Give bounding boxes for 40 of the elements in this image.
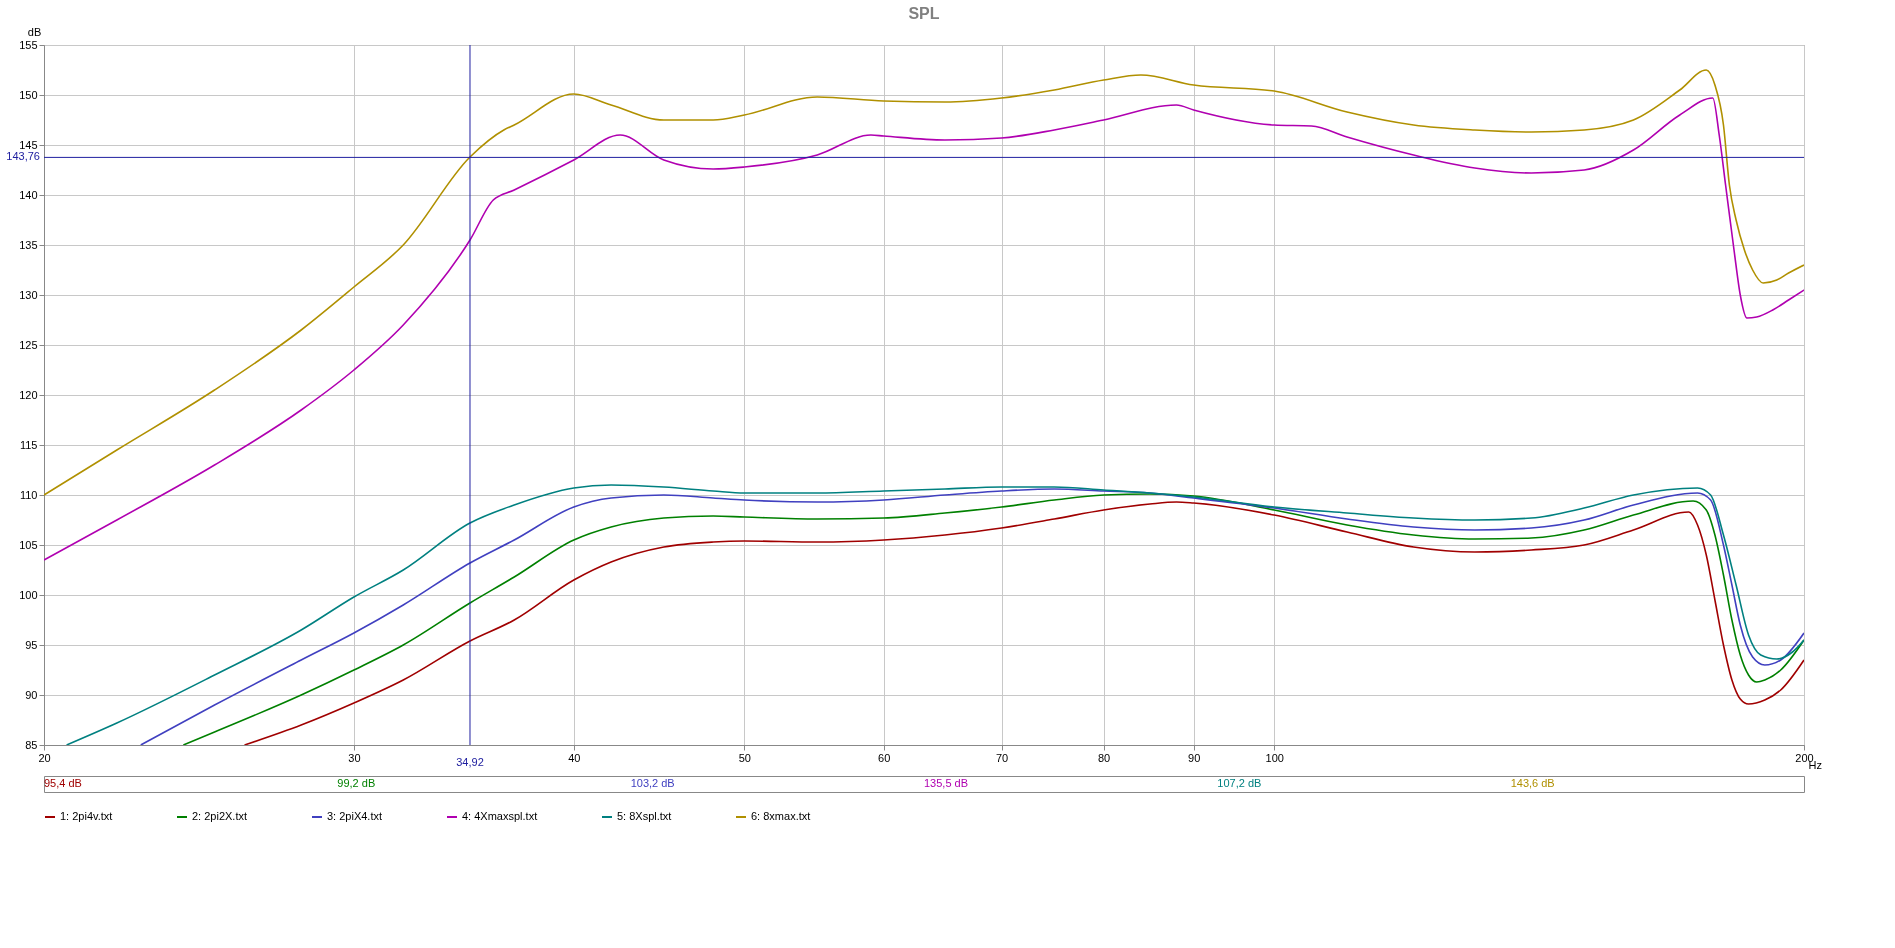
y-tick-label: 135 bbox=[19, 238, 38, 251]
y-axis-title: dB bbox=[27, 25, 42, 38]
x-tick-label: 20 bbox=[38, 751, 51, 764]
y-tick-label: 115 bbox=[19, 438, 38, 451]
x-tick-label: 50 bbox=[738, 751, 751, 764]
y-tick-label: 140 bbox=[19, 188, 38, 201]
y-tick-label: 90 bbox=[25, 688, 38, 701]
y-tick-label: 105 bbox=[19, 538, 38, 551]
y-tick-label: 130 bbox=[19, 288, 38, 301]
y-tick-label: 125 bbox=[19, 338, 38, 351]
x-tick-label: 30 bbox=[348, 751, 361, 764]
text: 143,6 dB bbox=[1510, 777, 1555, 789]
x-tick-label: 60 bbox=[878, 751, 891, 764]
legend-label: 5: 8Xspl.txt bbox=[617, 810, 672, 822]
legend-label: 4: 4Xmaxspl.txt bbox=[462, 810, 538, 822]
text: 95,4 dB bbox=[44, 777, 82, 789]
x-tick-label: 90 bbox=[1188, 751, 1201, 764]
x-tick-label: 40 bbox=[568, 751, 581, 764]
y-tick-label: 120 bbox=[19, 388, 38, 401]
x-tick-label: 70 bbox=[995, 751, 1009, 764]
y-tick-label: 100 bbox=[19, 588, 38, 601]
y-tick-label: 85 bbox=[25, 738, 38, 751]
y-tick-label: 95 bbox=[25, 638, 38, 651]
text: 99,2 dB bbox=[337, 777, 376, 789]
y-tick-label: 110 bbox=[19, 488, 38, 501]
legend-label: 2: 2pi2X.txt bbox=[192, 810, 248, 822]
text: 107,2 dB bbox=[1217, 777, 1262, 789]
legend-label: 1: 2pi4v.txt bbox=[60, 810, 113, 822]
ref-line-label: 143,76 bbox=[6, 150, 40, 163]
legend-label: 6: 8xmax.txt bbox=[751, 810, 811, 822]
y-tick-label: 145 bbox=[19, 138, 38, 151]
chart-title: SPL bbox=[908, 5, 940, 22]
y-tick-label: 155 bbox=[19, 38, 38, 51]
text: 135,5 dB bbox=[924, 777, 969, 789]
x-tick-label: 80 bbox=[1098, 751, 1111, 764]
legend-label: 3: 2piX4.txt bbox=[327, 810, 383, 822]
text: 103,2 dB bbox=[630, 777, 675, 789]
y-tick-label: 150 bbox=[19, 88, 38, 101]
x-tick-label: 100 bbox=[1265, 751, 1284, 764]
ref-line-label: 34,92 bbox=[456, 756, 484, 768]
